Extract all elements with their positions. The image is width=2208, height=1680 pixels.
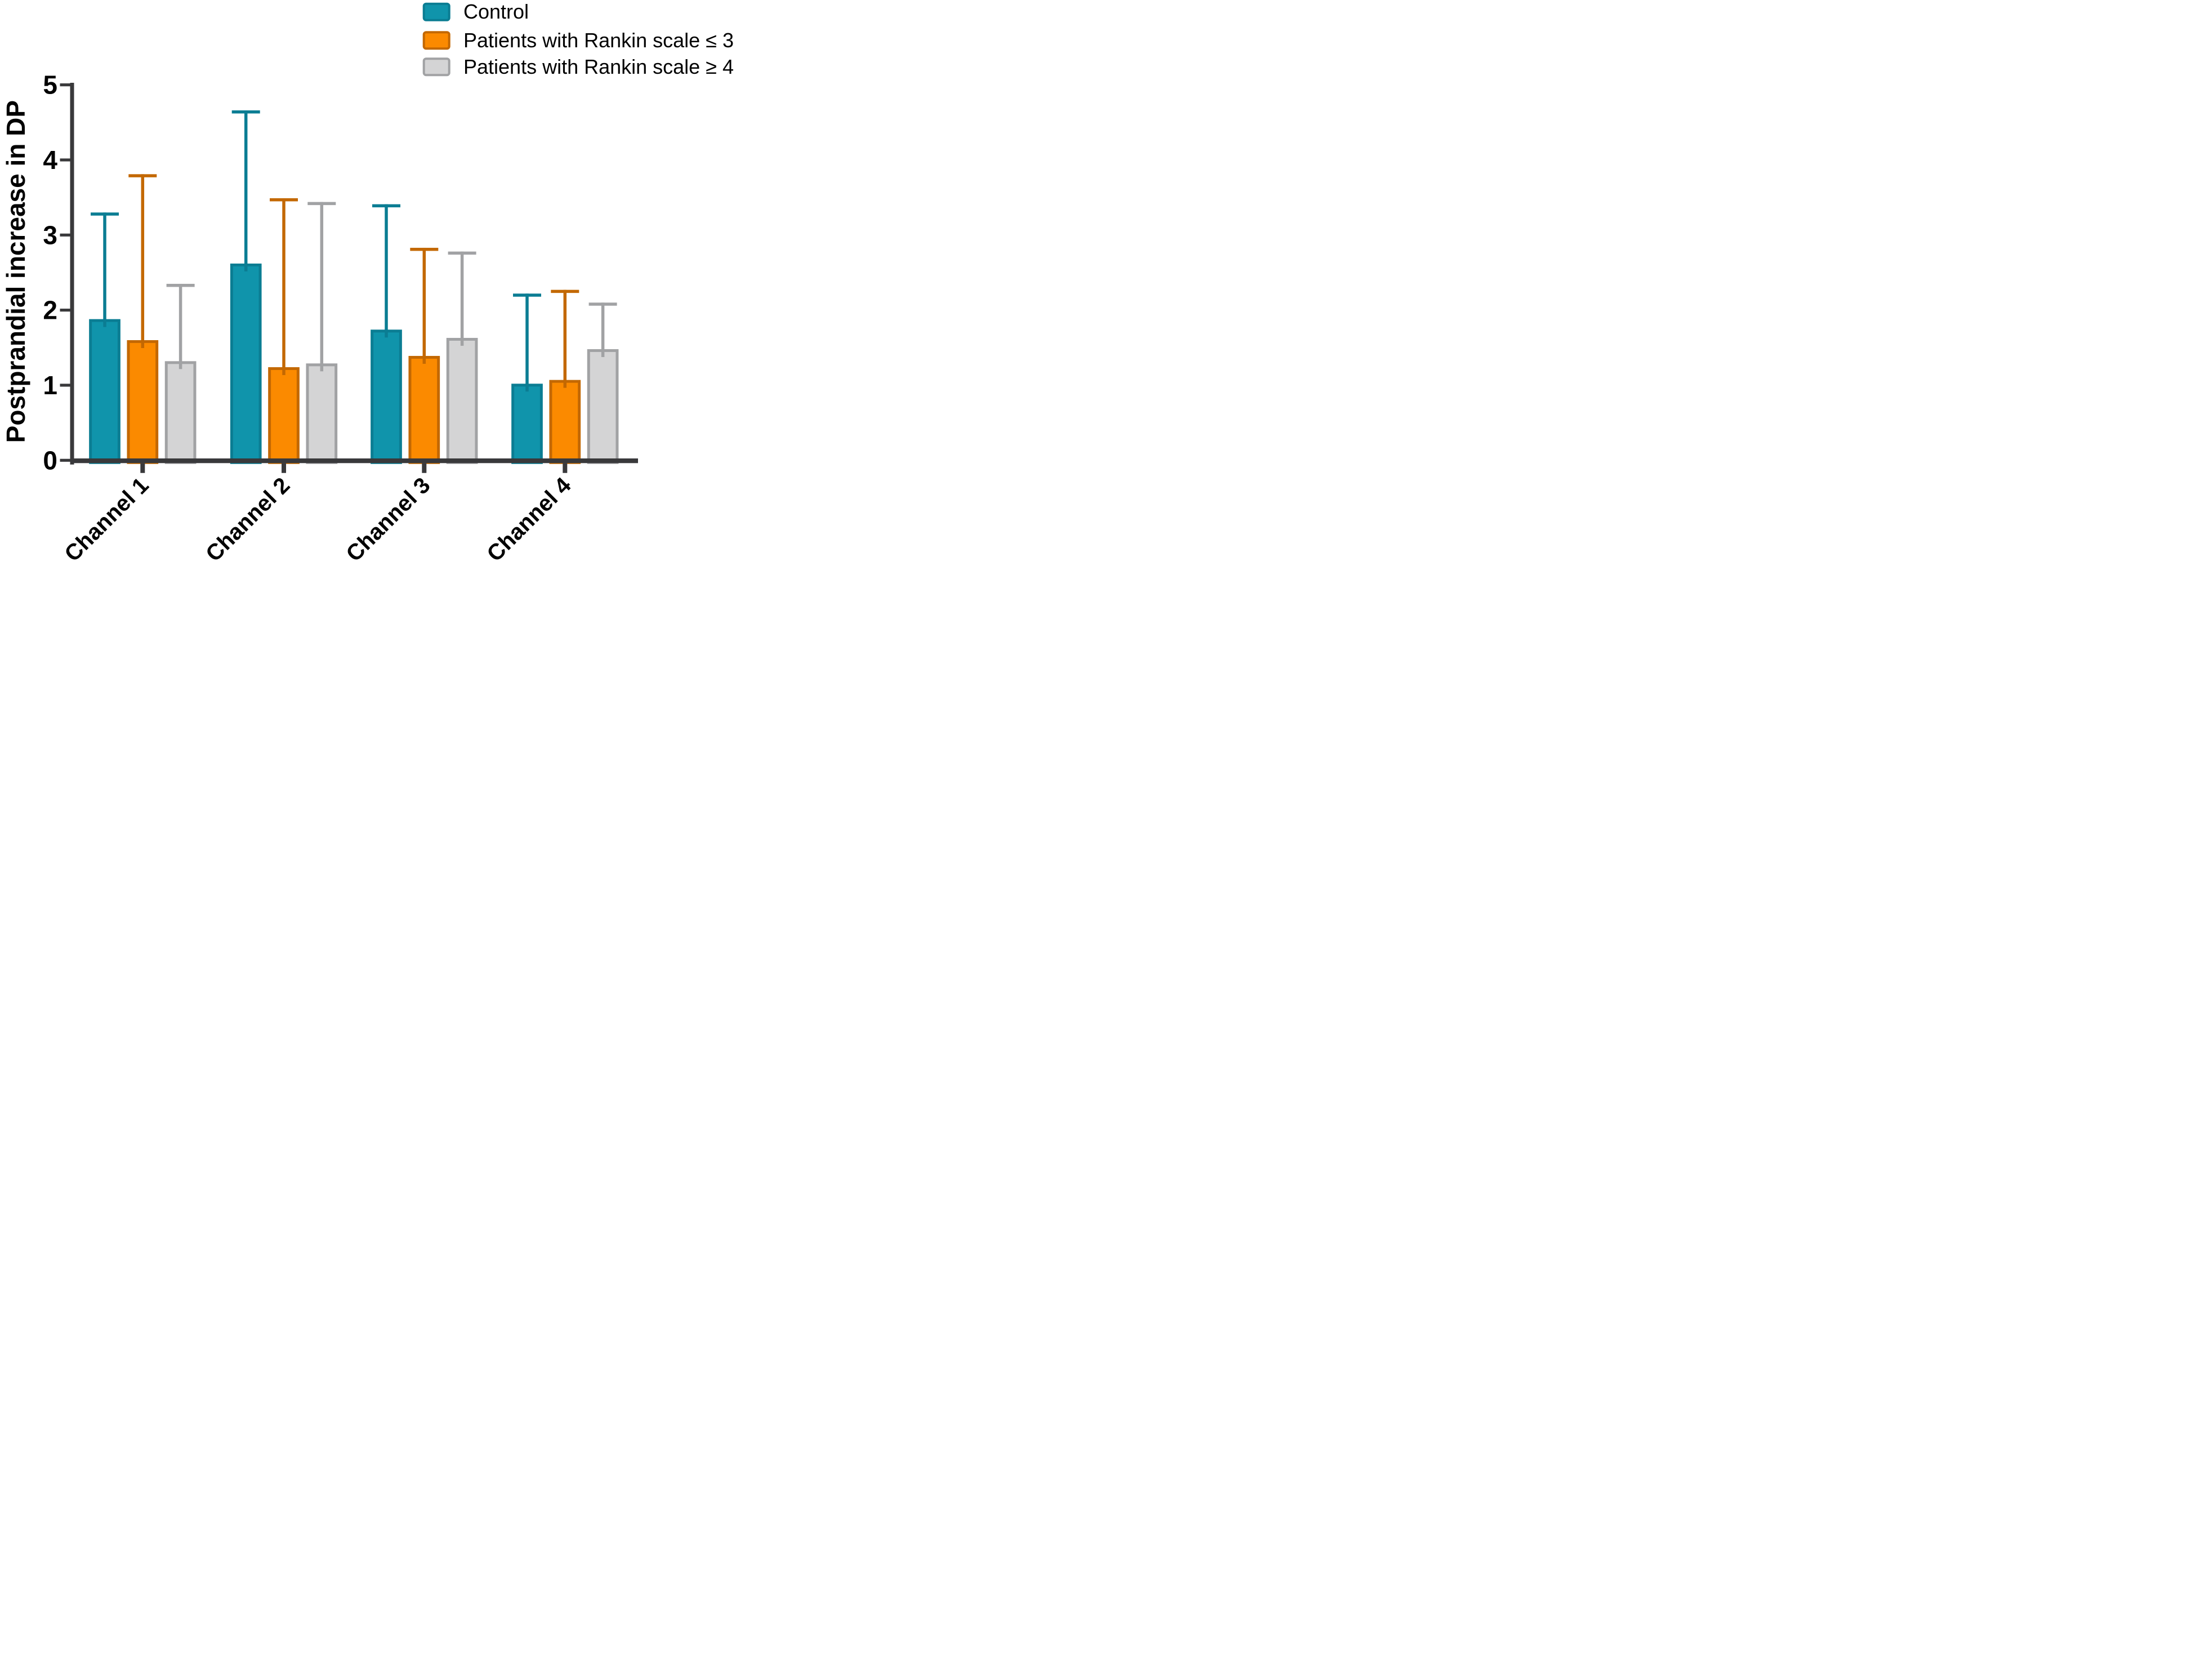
error-bar-stem-control-channel-4 <box>525 293 529 392</box>
y-tick-3 <box>60 233 70 237</box>
legend-label-control: Control <box>463 0 529 23</box>
y-axis-title: Postprandial increase in DP <box>1 100 30 443</box>
y-tick-0 <box>60 458 70 462</box>
bar-patients-with-rankin-scale-4-channel-1 <box>164 361 197 464</box>
bar-patients-with-rankin-scale-3-channel-1 <box>127 340 159 464</box>
bar-patients-with-rankin-scale-3-channel-3 <box>408 355 440 464</box>
chart-canvas: 0 1 2 3 4 5 Channel 1 Channel 2 Channel 3 Channel… <box>1 0 734 560</box>
error-bar-cap-patients-with-rankin-scale-4-channel-4 <box>588 302 617 306</box>
bar-control-channel-1 <box>89 319 121 464</box>
error-bar-cap-control-channel-4 <box>513 293 541 297</box>
legend-label-patients-with-rankin-scale-4: Patients with Rankin scale ≥ 4 <box>463 55 734 78</box>
error-bar-cap-control-channel-1 <box>91 212 119 216</box>
bar-control-channel-2 <box>230 263 262 464</box>
y-tick-label-5: 5 <box>43 70 57 100</box>
bar-patients-with-rankin-scale-4-channel-3 <box>446 337 478 464</box>
error-bar-stem-patients-with-rankin-scale-3-channel-1 <box>141 174 145 348</box>
y-tick-label-0: 0 <box>43 445 57 475</box>
error-bar-cap-control-channel-3 <box>372 204 400 208</box>
error-bar-stem-patients-with-rankin-scale-3-channel-4 <box>563 289 567 388</box>
bar-patients-with-rankin-scale-4-channel-4 <box>587 349 619 464</box>
legend-swatch-control <box>422 2 450 21</box>
y-tick-2 <box>60 309 70 312</box>
bar-control-channel-3 <box>371 329 402 464</box>
bar-patients-with-rankin-scale-4-channel-2 <box>306 363 338 464</box>
x-axis-label-channel-4: Channel 4 <box>482 473 576 560</box>
legend-swatch-patients-with-rankin-scale-3 <box>422 31 450 50</box>
bar-patients-with-rankin-scale-3-channel-4 <box>549 380 581 464</box>
error-bar-stem-patients-with-rankin-scale-4-channel-4 <box>601 302 605 357</box>
error-bar-cap-control-channel-2 <box>231 110 260 114</box>
error-bar-stem-control-channel-2 <box>244 110 248 271</box>
legend-swatch-patients-with-rankin-scale-4 <box>422 57 450 77</box>
legend-label-patients-with-rankin-scale-3: Patients with Rankin scale ≤ 3 <box>463 29 734 52</box>
error-bar-stem-patients-with-rankin-scale-3-channel-3 <box>422 247 426 364</box>
y-axis-line <box>70 83 74 465</box>
error-bar-cap-patients-with-rankin-scale-4-channel-2 <box>307 202 336 206</box>
y-tick-label-2: 2 <box>43 296 57 325</box>
bar-patients-with-rankin-scale-3-channel-2 <box>268 367 300 464</box>
y-tick-label-1: 1 <box>43 371 57 400</box>
error-bar-cap-patients-with-rankin-scale-4-channel-3 <box>448 251 476 255</box>
error-bar-cap-patients-with-rankin-scale-4-channel-1 <box>166 283 195 287</box>
error-bar-stem-patients-with-rankin-scale-4-channel-1 <box>179 283 182 369</box>
bar-chart-figure: 0 1 2 3 4 5 Channel 1 Channel 2 Channel 3 Channel… <box>0 0 736 560</box>
x-tick-channel-4 <box>563 463 568 473</box>
error-bar-stem-patients-with-rankin-scale-4-channel-3 <box>460 251 464 346</box>
x-axis-line <box>70 458 638 464</box>
bar-control-channel-4 <box>511 384 543 464</box>
x-tick-channel-3 <box>422 463 427 473</box>
x-tick-channel-1 <box>140 463 145 473</box>
y-tick-label-3: 3 <box>43 220 57 249</box>
y-tick-5 <box>60 83 70 87</box>
error-bar-stem-control-channel-3 <box>385 204 388 338</box>
error-bar-cap-patients-with-rankin-scale-3-channel-2 <box>270 198 298 202</box>
error-bar-stem-patients-with-rankin-scale-4-channel-2 <box>320 202 324 372</box>
y-tick-label-4: 4 <box>43 145 57 175</box>
x-axis-label-channel-2: Channel 2 <box>201 473 295 560</box>
x-tick-channel-2 <box>282 463 286 473</box>
error-bar-cap-patients-with-rankin-scale-3-channel-4 <box>551 289 579 293</box>
error-bar-stem-control-channel-1 <box>103 212 106 327</box>
x-axis-label-channel-1: Channel 1 <box>60 473 153 560</box>
error-bar-stem-patients-with-rankin-scale-3-channel-2 <box>282 198 286 375</box>
y-tick-1 <box>60 384 70 387</box>
error-bar-cap-patients-with-rankin-scale-3-channel-3 <box>410 247 439 251</box>
x-axis-label-channel-3: Channel 3 <box>341 473 435 560</box>
y-tick-4 <box>60 158 70 162</box>
error-bar-cap-patients-with-rankin-scale-3-channel-1 <box>128 174 157 177</box>
